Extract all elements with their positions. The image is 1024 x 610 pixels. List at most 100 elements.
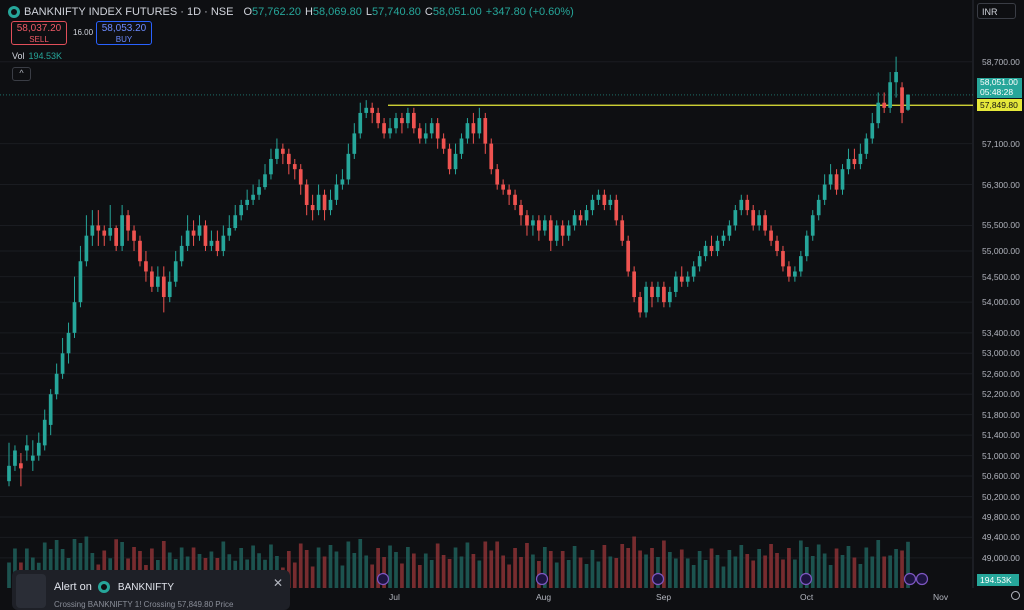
candle[interactable] bbox=[78, 245, 83, 308]
candle[interactable] bbox=[150, 266, 154, 292]
candle[interactable] bbox=[888, 72, 892, 113]
candle[interactable] bbox=[828, 164, 833, 190]
candle[interactable] bbox=[239, 199, 244, 221]
event-marker-icon[interactable] bbox=[651, 572, 665, 586]
candle[interactable] bbox=[906, 94, 910, 111]
candle[interactable] bbox=[114, 225, 119, 252]
candle[interactable] bbox=[608, 194, 613, 211]
candle[interactable] bbox=[245, 189, 249, 211]
candle[interactable] bbox=[459, 133, 464, 159]
candle[interactable] bbox=[519, 199, 523, 226]
candle[interactable] bbox=[19, 453, 23, 487]
candle[interactable] bbox=[447, 143, 452, 175]
candle[interactable] bbox=[572, 210, 577, 231]
candle[interactable] bbox=[102, 225, 107, 246]
candle[interactable] bbox=[13, 445, 17, 471]
candle[interactable] bbox=[400, 112, 404, 134]
candle[interactable] bbox=[251, 184, 255, 205]
candle[interactable] bbox=[292, 158, 297, 180]
candle[interactable] bbox=[42, 409, 47, 451]
candle[interactable] bbox=[263, 164, 267, 190]
currency-selector[interactable]: INR bbox=[977, 3, 1016, 19]
candle[interactable] bbox=[769, 225, 773, 246]
volume-legend[interactable]: Vol 194.53K bbox=[12, 51, 62, 61]
candle[interactable] bbox=[155, 266, 160, 292]
buy-button[interactable]: 58,053.20 BUY bbox=[96, 21, 152, 45]
candle[interactable] bbox=[275, 138, 279, 165]
candle[interactable] bbox=[197, 215, 202, 241]
candle[interactable] bbox=[584, 204, 589, 226]
candle[interactable] bbox=[465, 118, 470, 144]
candle[interactable] bbox=[650, 281, 654, 308]
event-marker-icon[interactable] bbox=[535, 572, 549, 586]
candle[interactable] bbox=[882, 92, 887, 113]
collapse-legend-button[interactable]: ^ bbox=[12, 67, 31, 81]
candle[interactable] bbox=[662, 281, 666, 308]
candle[interactable] bbox=[358, 102, 363, 139]
candle[interactable] bbox=[602, 189, 607, 211]
candle[interactable] bbox=[269, 148, 273, 180]
candle[interactable] bbox=[810, 210, 815, 241]
candle[interactable] bbox=[185, 215, 190, 252]
candle[interactable] bbox=[531, 215, 535, 236]
candle[interactable] bbox=[48, 389, 53, 436]
candle[interactable] bbox=[108, 204, 113, 241]
candle[interactable] bbox=[638, 291, 642, 318]
candle[interactable] bbox=[435, 118, 440, 149]
candle[interactable] bbox=[316, 184, 321, 216]
candle[interactable] bbox=[483, 112, 488, 154]
candle[interactable] bbox=[644, 281, 648, 318]
candle[interactable] bbox=[132, 225, 136, 252]
candle[interactable] bbox=[513, 189, 517, 211]
candle[interactable] bbox=[286, 148, 291, 175]
candle[interactable] bbox=[739, 194, 744, 216]
candle[interactable] bbox=[233, 204, 238, 231]
candle[interactable] bbox=[822, 174, 827, 205]
candle[interactable] bbox=[191, 220, 196, 246]
candle[interactable] bbox=[537, 215, 541, 241]
candle[interactable] bbox=[227, 215, 232, 241]
candle[interactable] bbox=[60, 337, 65, 379]
candle[interactable] bbox=[846, 148, 851, 175]
candle[interactable] bbox=[179, 235, 184, 267]
candle[interactable] bbox=[679, 266, 684, 287]
candle[interactable] bbox=[668, 286, 672, 308]
candle[interactable] bbox=[126, 210, 130, 241]
event-marker-icon[interactable] bbox=[376, 572, 390, 586]
candle[interactable] bbox=[370, 102, 375, 124]
candle[interactable] bbox=[560, 220, 565, 246]
candle[interactable] bbox=[167, 271, 172, 303]
candle[interactable] bbox=[673, 271, 678, 298]
candle[interactable] bbox=[751, 204, 756, 231]
event-marker-icon[interactable] bbox=[799, 572, 813, 586]
candle[interactable] bbox=[471, 112, 476, 144]
alert-toast[interactable]: Alert on BANKNIFTY Crossing BANKNIFTY 1!… bbox=[12, 570, 290, 610]
candle[interactable] bbox=[257, 179, 261, 200]
candle[interactable] bbox=[578, 210, 583, 226]
candle[interactable] bbox=[364, 100, 369, 119]
candle[interactable] bbox=[138, 235, 142, 267]
candle[interactable] bbox=[441, 133, 446, 154]
candle[interactable] bbox=[554, 220, 559, 246]
candle[interactable] bbox=[495, 164, 500, 190]
candle[interactable] bbox=[548, 215, 553, 252]
candle[interactable] bbox=[203, 220, 208, 252]
candle[interactable] bbox=[656, 281, 660, 303]
candle[interactable] bbox=[453, 143, 458, 175]
candle[interactable] bbox=[894, 56, 898, 98]
gear-icon[interactable] bbox=[1011, 591, 1020, 600]
candle[interactable] bbox=[25, 435, 29, 461]
candle[interactable] bbox=[54, 363, 59, 400]
candle[interactable] bbox=[697, 251, 702, 272]
candle[interactable] bbox=[66, 322, 71, 364]
candle[interactable] bbox=[328, 189, 333, 216]
candle[interactable] bbox=[298, 164, 303, 195]
candle[interactable] bbox=[30, 440, 35, 471]
candle[interactable] bbox=[96, 210, 101, 246]
candle[interactable] bbox=[340, 169, 345, 190]
candle[interactable] bbox=[781, 245, 785, 272]
candle[interactable] bbox=[352, 123, 357, 159]
candle[interactable] bbox=[161, 266, 166, 313]
candle[interactable] bbox=[703, 240, 708, 262]
